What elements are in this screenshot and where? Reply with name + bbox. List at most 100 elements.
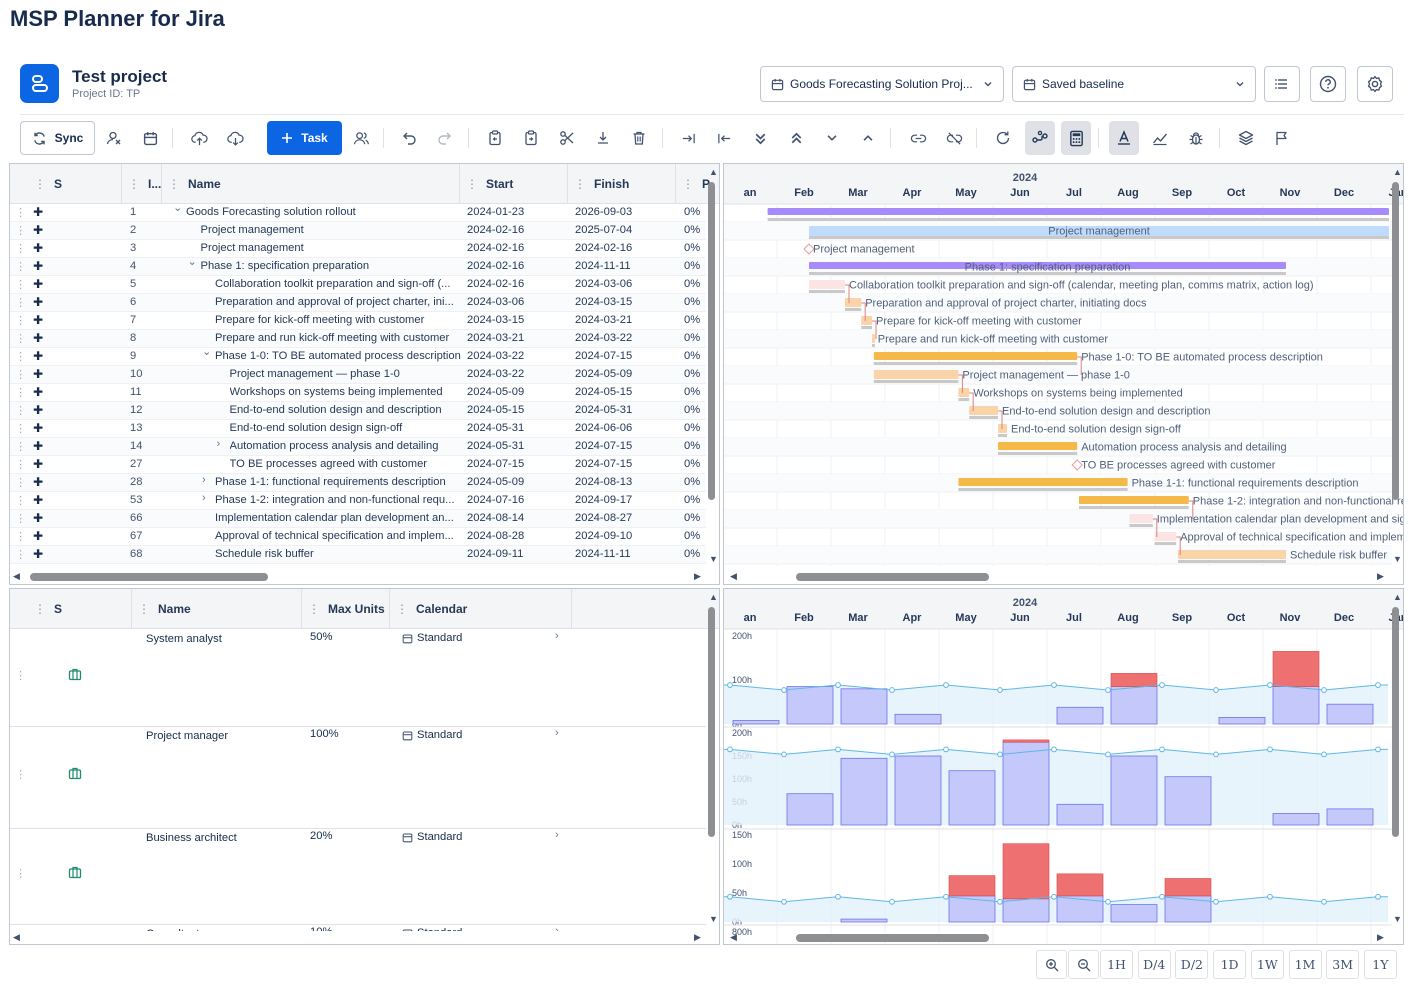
task-finish[interactable]: 2024-07-15	[575, 350, 633, 362]
task-finish[interactable]: 2024-08-13	[575, 476, 633, 488]
zoom-preset-d-4[interactable]: D/4	[1137, 950, 1171, 979]
drag-handle-icon[interactable]: ⋮	[15, 513, 27, 525]
allocation-bar[interactable]	[1002, 898, 1050, 923]
task-bar[interactable]	[767, 208, 1389, 215]
allocation-bar[interactable]	[948, 770, 996, 826]
task-row[interactable]: ⋮ ✚ 27 TO BE processes agreed with customer…	[10, 456, 706, 474]
task-name[interactable]: Workshops on systems being implemented	[229, 386, 443, 398]
layers-button[interactable]	[1231, 121, 1261, 155]
resource-histogram[interactable]: 2024anFebMarAprMayJunJulAugSepOctNovDecJ…	[724, 589, 1404, 945]
column-header-calendar[interactable]: ⋮ Calendar	[390, 589, 572, 629]
zoom-preset-1y[interactable]: 1Y	[1363, 950, 1397, 979]
task-finish[interactable]: 2024-03-22	[575, 332, 633, 344]
allocation-bar[interactable]	[1110, 904, 1158, 923]
task-row[interactable]: ⋮ ✚ 3 Project management 2024-02-16 2024-02-1…	[10, 240, 706, 258]
outdent-button[interactable]	[709, 121, 739, 155]
task-bar[interactable]	[809, 280, 845, 289]
task-row[interactable]: ⋮ ✚ 13 End-to-end solution design sign-off 2…	[10, 420, 706, 438]
overload-bar[interactable]	[1002, 739, 1050, 743]
resource-name[interactable]: Project manager	[146, 730, 229, 742]
task-name[interactable]: Implementation calendar plan development…	[215, 512, 454, 524]
task-bar[interactable]	[1154, 532, 1177, 541]
drag-handle-icon[interactable]: ⋮	[15, 669, 27, 682]
overload-bar[interactable]	[1002, 843, 1050, 900]
resource-name[interactable]: Business architect	[146, 832, 237, 844]
resource-max-units[interactable]: 10%	[310, 926, 332, 931]
drag-handle-icon[interactable]: ⋮	[15, 297, 27, 309]
milestone-marker[interactable]	[1071, 459, 1083, 471]
column-header-name[interactable]: ⋮ Name	[132, 589, 302, 629]
drag-handle-icon[interactable]: ⋮	[15, 549, 27, 561]
resource-row[interactable]: ⋮Consultant10%Standard›	[10, 925, 706, 931]
task-start[interactable]: 2024-05-31	[467, 422, 525, 434]
add-subtask-icon[interactable]: ✚	[33, 511, 44, 525]
column-header-status[interactable]: ⋮ S	[10, 589, 132, 629]
column-header-progress[interactable]: ⋮ P	[682, 177, 711, 191]
download-button[interactable]	[220, 121, 250, 155]
task-finish[interactable]: 2024-03-15	[575, 296, 633, 308]
task-row[interactable]: ⋮ ✚ 7 Prepare for kick-off meeting with cus…	[10, 312, 706, 330]
scroll-left-arrow[interactable]: ◀	[13, 932, 20, 942]
resource-calendar[interactable]: Standard	[417, 729, 463, 741]
task-row[interactable]: ⋮ ✚ 67 Approval of technical specification …	[10, 528, 706, 546]
delete-button[interactable]	[624, 121, 654, 155]
histogram-vscrollbar[interactable]	[1392, 607, 1399, 837]
allocation-bar[interactable]	[840, 918, 888, 923]
allocation-bar[interactable]	[1272, 813, 1320, 826]
task-finish[interactable]: 2024-06-06	[575, 422, 633, 434]
task-bar[interactable]	[873, 370, 959, 379]
expand-button[interactable]	[817, 121, 847, 155]
task-start[interactable]: 2024-09-11	[467, 548, 524, 560]
drag-handle-icon[interactable]: ⋮	[15, 459, 27, 471]
task-progress[interactable]: 0%	[684, 350, 701, 362]
task-progress[interactable]: 0%	[684, 224, 701, 236]
drag-handle-icon[interactable]: ⋮	[15, 441, 27, 453]
gantt-chart[interactable]: 2024anFebMarAprMayJunJulAugSepOctNovDecJ…	[724, 164, 1404, 585]
task-finish[interactable]: 2024-11-11	[575, 260, 631, 272]
histogram-hscrollbar[interactable]	[796, 934, 989, 942]
task-grid-vscrollbar[interactable]	[708, 182, 715, 500]
task-progress[interactable]: 0%	[684, 548, 701, 560]
chevron-down-icon[interactable]: ⌄	[173, 204, 183, 214]
paste-before-button[interactable]	[480, 121, 510, 155]
drag-handle-icon[interactable]: ⋮	[15, 261, 27, 273]
task-finish[interactable]: 2024-09-17	[575, 494, 633, 506]
unlink-tasks-button[interactable]	[939, 121, 969, 155]
task-finish[interactable]: 2024-03-21	[575, 314, 633, 326]
scroll-left-arrow[interactable]: ◀	[730, 571, 737, 581]
resource-max-units[interactable]: 100%	[310, 728, 339, 740]
task-progress[interactable]: 0%	[684, 278, 701, 290]
column-header-start[interactable]: ⋮ Start	[460, 164, 568, 204]
drag-handle-icon[interactable]: ⋮	[15, 333, 27, 345]
paste-after-button[interactable]	[516, 121, 546, 155]
task-name[interactable]: Approval of technical specification and …	[215, 530, 454, 542]
task-bar[interactable]	[958, 388, 970, 397]
allocation-bar[interactable]	[894, 713, 942, 725]
drag-handle-icon[interactable]: ⋮	[15, 531, 27, 543]
chevron-right-icon[interactable]: ›	[555, 829, 559, 841]
task-bar[interactable]	[809, 226, 1389, 236]
allocation-bar[interactable]	[1164, 776, 1212, 826]
text-labels-button[interactable]	[1109, 121, 1139, 155]
task-finish[interactable]: 2024-07-15	[575, 440, 633, 452]
allocation-bar[interactable]	[1056, 706, 1104, 725]
task-name[interactable]: Project management	[200, 224, 304, 236]
allocation-bar[interactable]	[1110, 755, 1158, 826]
project-select[interactable]: Goods Forecasting Solution Proj...	[760, 66, 1004, 102]
drag-handle-icon[interactable]: ⋮	[15, 207, 27, 219]
drag-handle-icon[interactable]: ⋮	[15, 351, 27, 363]
drag-handle-icon[interactable]: ⋮	[15, 477, 27, 489]
task-start[interactable]: 2024-08-28	[467, 530, 525, 542]
task-row[interactable]: ⋮ ✚ 68 Schedule risk buffer 2024-09-11 2024-1…	[10, 546, 706, 564]
resource-row[interactable]: ⋮ Project manager 100% Standard ›	[10, 727, 706, 829]
task-progress[interactable]: 0%	[684, 476, 701, 488]
resource-row[interactable]: ⋮ System analyst 50% Standard ›	[10, 630, 706, 727]
task-row[interactable]: ⋮ ✚ 10 Project management — phase 1-0 2024-0…	[10, 366, 706, 384]
task-finish[interactable]: 2024-11-11	[575, 548, 631, 560]
task-row[interactable]: ⋮ ✚ 8 Prepare and run kick-off meeting with…	[10, 330, 706, 348]
allocation-bar[interactable]	[948, 895, 996, 923]
chevron-right-icon[interactable]: ›	[202, 492, 206, 504]
resource-max-units[interactable]: 20%	[310, 830, 333, 842]
task-bar[interactable]	[872, 334, 875, 343]
insert-button[interactable]	[588, 121, 618, 155]
